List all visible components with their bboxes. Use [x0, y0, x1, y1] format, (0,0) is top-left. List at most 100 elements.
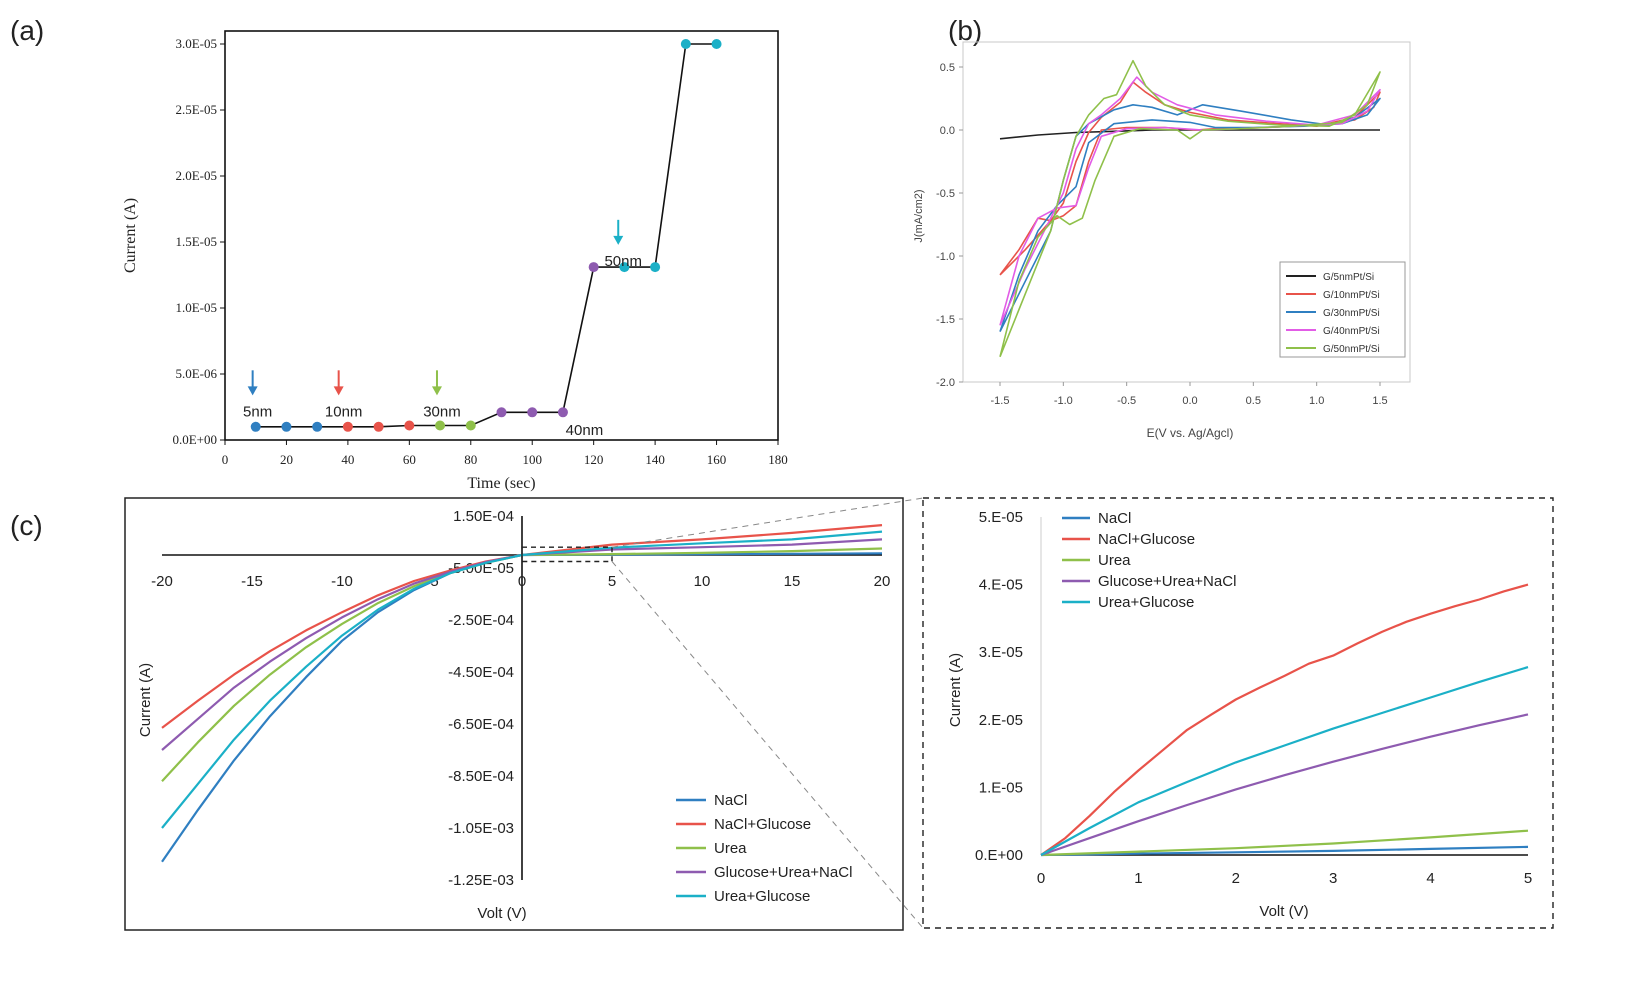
series-line — [1040, 829, 1529, 857]
x-tick-label: 180 — [768, 452, 788, 467]
x-tick-label: 0 — [1037, 870, 1045, 887]
y-tick-label: -1.05E-03 — [448, 820, 514, 837]
x-tick-label: 80 — [464, 452, 477, 467]
legend-label: Urea — [714, 840, 747, 857]
chart-c-main: -20 -15 -10 -5 0 5 10 15 201.50E-04-5.00E-05-2.5… — [124, 497, 924, 931]
legend-label: Urea — [1098, 552, 1131, 569]
series-line — [161, 524, 883, 729]
y-axis-label: Current (A) — [947, 653, 964, 727]
x-tick-label: 160 — [707, 452, 727, 467]
series-line — [1040, 713, 1529, 857]
x-tick-label: 0 — [518, 573, 526, 590]
y-tick-label: 2.0E-05 — [175, 168, 217, 183]
legend-label: G/5nmPt/Si — [1323, 272, 1374, 283]
y-tick-label: -2.50E-04 — [448, 612, 514, 629]
legend-label: NaCl+Glucose — [1098, 531, 1195, 548]
y-tick-label: -4.50E-04 — [448, 664, 514, 681]
annotation-arrowhead — [613, 235, 624, 245]
series-line — [999, 59, 1381, 358]
legend-label: Glucose+Urea+NaCl — [714, 864, 852, 881]
data-point — [281, 421, 292, 432]
series-line — [1040, 583, 1529, 856]
panel-label-b: (b) — [948, 15, 982, 46]
x-tick-label: 20 — [874, 573, 891, 590]
x-tick-label: 140 — [645, 452, 665, 467]
zoom-frame — [922, 497, 1554, 929]
y-axis-label: Current (A) — [137, 663, 154, 737]
y-tick-label: -1.0 — [936, 251, 955, 263]
zoom-connector-bottom — [611, 561, 924, 929]
x-tick-label: 1.5 — [1372, 395, 1387, 407]
x-tick-label: 0.5 — [1246, 395, 1261, 407]
legend-label: Glucose+Urea+NaCl — [1098, 573, 1236, 590]
plot-frame — [962, 41, 1411, 383]
legend-label: Urea+Glucose — [1098, 594, 1194, 611]
y-tick-label: 2.5E-05 — [175, 102, 217, 117]
x-tick-label: 40 — [341, 452, 354, 467]
legend-label: G/10nmPt/Si — [1323, 290, 1380, 301]
data-point — [404, 420, 415, 431]
y-tick-label: -6.50E-04 — [448, 716, 514, 733]
data-point — [312, 421, 323, 432]
y-axis-label: J(mA/cm2) — [913, 189, 925, 242]
y-tick-label: -5.00E-05 — [448, 560, 514, 577]
chart-b: -1.5 -1.0 -0.5 0.0 0.5 1.0 1.5 -2.0 -1.5 -1.0 -0.5… — [913, 41, 1411, 440]
x-tick-label: -1.5 — [991, 395, 1010, 407]
legend-label: G/40nmPt/Si — [1323, 326, 1380, 337]
legend-label: Urea+Glucose — [714, 888, 810, 905]
y-tick-label: 1.5E-05 — [175, 234, 217, 249]
data-point — [373, 421, 384, 432]
zoom-region-box — [521, 546, 613, 563]
annotation-label: 10nm — [325, 403, 363, 420]
y-tick-label: -1.5 — [936, 314, 955, 326]
data-point — [588, 262, 599, 273]
series-line — [999, 129, 1380, 140]
data-point — [557, 407, 568, 418]
legend-label: NaCl+Glucose — [714, 816, 811, 833]
y-tick-label: 0.E+00 — [975, 847, 1023, 864]
annotation-label: 50nm — [604, 253, 642, 270]
x-tick-label: 1 — [1134, 870, 1142, 887]
data-point — [680, 39, 691, 49]
y-tick-label: 5.E-05 — [979, 509, 1023, 526]
annotation-arrowhead — [431, 386, 442, 396]
y-tick-label: 3.E-05 — [979, 644, 1023, 661]
x-axis-label: Volt (V) — [477, 905, 526, 922]
annotation-label: 40nm — [566, 422, 604, 439]
y-tick-label: 2.E-05 — [979, 712, 1023, 729]
x-tick-label: 3 — [1329, 870, 1337, 887]
y-tick-label: -0.5 — [936, 188, 955, 200]
series-line — [999, 97, 1381, 332]
x-tick-label: 0.0 — [1182, 395, 1197, 407]
x-tick-label: -0.5 — [1117, 395, 1136, 407]
data-point — [527, 407, 538, 418]
y-tick-label: 0.0 — [940, 125, 955, 137]
annotation-arrowhead — [247, 386, 258, 396]
legend-label: G/50nmPt/Si — [1323, 344, 1380, 355]
x-axis-label: Volt (V) — [1259, 903, 1308, 920]
x-tick-label: 2 — [1232, 870, 1240, 887]
x-axis-label: Time (sec) — [467, 475, 535, 492]
chart-a: 0 20 40 60 80 100 120 140 160 180 0.0E+00 5.0E-06 1.… — [122, 30, 788, 492]
x-tick-label: -15 — [241, 573, 263, 590]
annotation-label: 30nm — [423, 403, 461, 420]
y-tick-label: 1.E-05 — [979, 779, 1023, 796]
series-line — [161, 530, 883, 829]
x-tick-label: 15 — [784, 573, 801, 590]
data-point — [435, 420, 446, 431]
plot-frame — [224, 30, 779, 441]
y-tick-label: 4.E-05 — [979, 577, 1023, 594]
legend-box — [1279, 261, 1406, 358]
data-point — [465, 420, 476, 431]
zoom-connector-top — [611, 497, 924, 548]
data-point — [619, 262, 630, 273]
series-line — [1040, 666, 1529, 856]
data-point — [496, 407, 507, 418]
y-tick-label: 3.0E-05 — [175, 36, 217, 51]
series-line — [255, 43, 717, 428]
series-line — [161, 547, 883, 782]
y-axis-label: Current (A) — [122, 198, 139, 273]
panel-label-c: (c) — [10, 510, 43, 541]
x-tick-label: -20 — [151, 573, 173, 590]
y-tick-label: 1.0E-05 — [175, 300, 217, 315]
